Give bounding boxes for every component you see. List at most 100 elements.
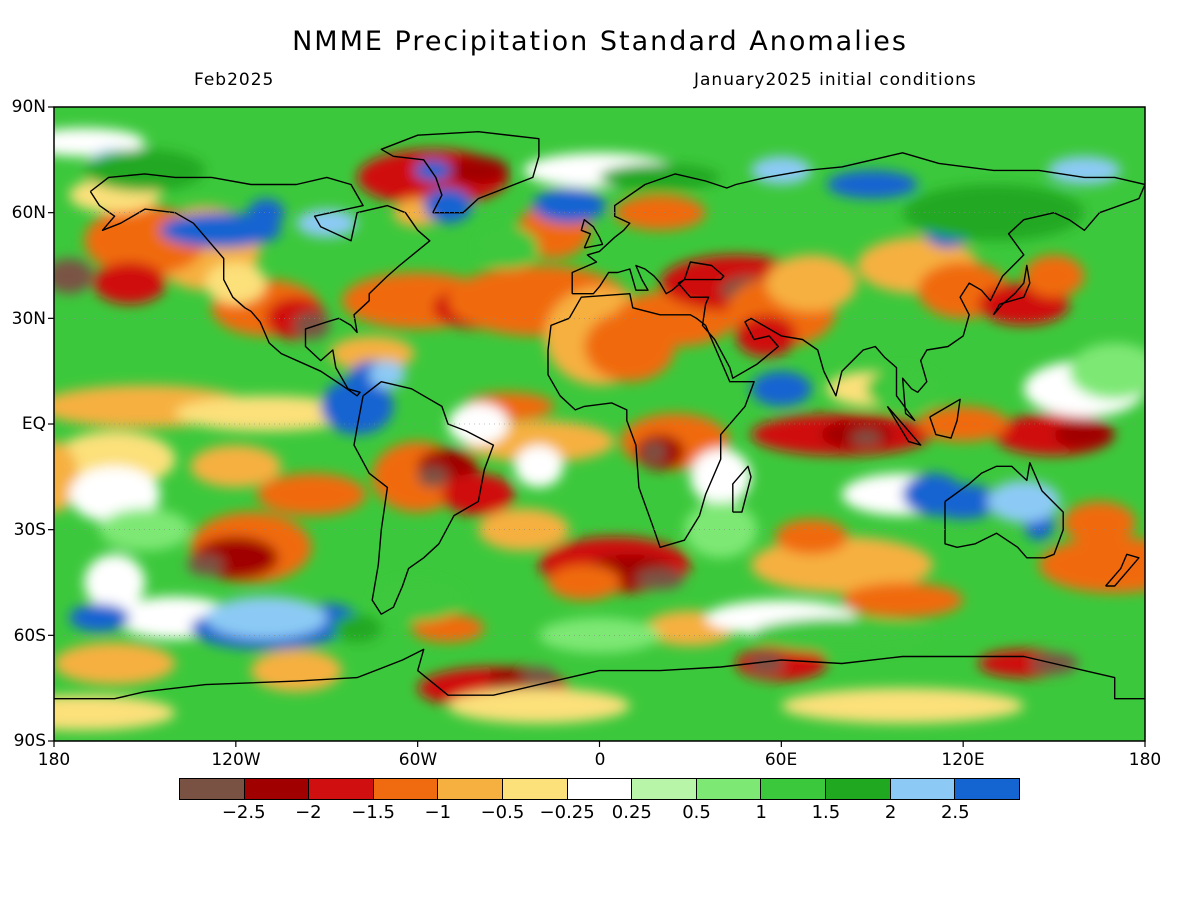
lat-label-30n: 30N xyxy=(11,309,46,329)
anomaly-region xyxy=(751,371,812,407)
anomaly-region xyxy=(902,184,1085,241)
coastline xyxy=(1105,553,1140,587)
anomaly-region xyxy=(69,603,130,632)
colorbar xyxy=(179,778,1020,800)
anomaly-region xyxy=(54,128,145,157)
anomaly-region xyxy=(69,466,161,523)
colorbar-label: 0.25 xyxy=(611,802,652,823)
colorbar-label: 1 xyxy=(755,802,767,823)
coastline xyxy=(929,398,961,439)
colorbar-swatch xyxy=(890,779,956,799)
anomaly-region xyxy=(987,480,1061,523)
graticule xyxy=(54,212,1145,636)
lat-label-90n: 90N xyxy=(11,97,46,117)
anomaly-region xyxy=(447,156,509,185)
anomaly-region xyxy=(1054,420,1115,449)
anomaly-region xyxy=(54,695,176,731)
anomaly-region xyxy=(826,170,918,199)
anomaly-region xyxy=(247,198,285,227)
colorbar-swatch xyxy=(180,779,245,799)
anomaly-region xyxy=(775,519,849,555)
anomaly-region xyxy=(547,564,621,601)
colorbar-swatch xyxy=(309,779,374,799)
anomaly-region xyxy=(866,367,939,410)
anomaly-region xyxy=(1063,501,1136,544)
coastlines xyxy=(54,131,1145,700)
anomaly-region xyxy=(205,261,267,305)
coastline xyxy=(89,173,431,397)
anomaly-region xyxy=(1048,156,1121,185)
anomaly-region xyxy=(417,466,448,488)
lon-label-120w: 120W xyxy=(211,750,261,770)
anomaly-region xyxy=(478,508,570,551)
colorbar-label: −0.5 xyxy=(480,802,525,823)
colorbar-swatch xyxy=(761,779,827,799)
anomaly-region xyxy=(478,226,539,270)
colorbar-swatch xyxy=(567,779,633,799)
forecast-month-label: Feb2025 xyxy=(194,70,275,90)
coastline xyxy=(732,465,752,513)
colorbar-label: 2 xyxy=(884,802,897,823)
anomaly-region xyxy=(690,448,752,506)
colorbar-label: −2.5 xyxy=(221,802,266,823)
anomaly-region xyxy=(250,649,342,692)
anomaly-region xyxy=(781,688,1024,724)
anomaly-region xyxy=(1023,254,1085,298)
anomaly-region xyxy=(296,209,358,238)
lon-label-180e: 180 xyxy=(1128,750,1162,770)
anomaly-region xyxy=(447,402,509,446)
anomaly-region xyxy=(917,406,1009,442)
anomaly-region xyxy=(747,652,785,675)
anomaly-region xyxy=(423,188,473,224)
anomaly-region xyxy=(372,578,464,622)
anomaly-region xyxy=(369,360,406,389)
colorbar-swatch xyxy=(244,779,310,799)
coastline xyxy=(580,219,604,249)
anomaly-region xyxy=(54,642,176,685)
colorbar-swatch xyxy=(503,779,568,799)
anomaly-field xyxy=(54,128,1145,731)
coastline xyxy=(380,131,540,214)
anomaly-region xyxy=(1069,342,1145,400)
map-title: NMME Precipitation Standard Anomalies xyxy=(292,26,908,57)
colorbar-swatch xyxy=(696,779,762,799)
anomaly-region xyxy=(841,582,964,618)
lon-label-180w: 180 xyxy=(37,750,71,770)
anomaly-region xyxy=(84,554,145,611)
anomaly-region xyxy=(447,688,630,724)
coastline xyxy=(944,462,1064,559)
anomaly-region xyxy=(190,445,282,488)
anomaly-region xyxy=(1038,536,1145,594)
colorbar-swatch xyxy=(955,779,1019,799)
lon-label-60e: 60E xyxy=(764,750,798,770)
lon-label-60w: 60W xyxy=(398,750,438,770)
colorbar-swatch xyxy=(373,779,439,799)
anomaly-region xyxy=(766,254,858,312)
colorbar-label: −1.5 xyxy=(351,802,395,823)
coastline xyxy=(886,405,922,446)
colorbar-label: −0.25 xyxy=(539,802,595,823)
coastline xyxy=(353,381,495,615)
anomaly-region xyxy=(441,473,515,516)
lat-label-eq: EQ xyxy=(21,414,46,434)
lon-label-120e: 120E xyxy=(941,750,985,770)
colorbar-label: 2.5 xyxy=(940,802,970,823)
anomaly-region xyxy=(614,195,706,231)
anomaly-region xyxy=(684,501,758,558)
anomaly-region xyxy=(532,188,606,224)
anomaly-region xyxy=(851,431,882,446)
anomaly-region xyxy=(84,149,206,192)
anomaly-region xyxy=(293,311,330,340)
anomaly-region xyxy=(599,163,721,192)
initial-conditions-label: January2025 initial conditions xyxy=(694,70,977,90)
anomaly-region xyxy=(751,617,933,653)
colorbar-label: −1 xyxy=(424,802,452,823)
axis-ticks xyxy=(48,106,1146,747)
coastline xyxy=(571,152,1145,422)
colorbar-swatch xyxy=(632,779,697,799)
lat-label-60s: 60S xyxy=(13,626,46,646)
colorbar-label: −2 xyxy=(295,802,322,823)
anomaly-region xyxy=(635,568,685,590)
lat-label-30s: 30S xyxy=(13,520,46,540)
anomaly-region xyxy=(93,261,167,305)
